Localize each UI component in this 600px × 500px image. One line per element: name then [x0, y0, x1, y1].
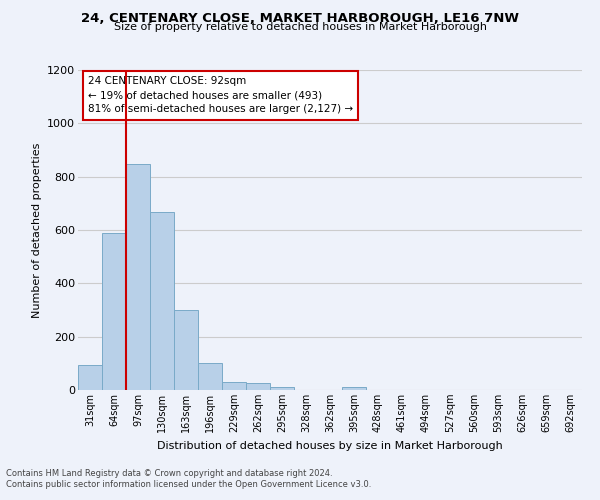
Text: Contains HM Land Registry data © Crown copyright and database right 2024.: Contains HM Land Registry data © Crown c… [6, 468, 332, 477]
Text: Contains public sector information licensed under the Open Government Licence v3: Contains public sector information licen… [6, 480, 371, 489]
Text: 24 CENTENARY CLOSE: 92sqm
← 19% of detached houses are smaller (493)
81% of semi: 24 CENTENARY CLOSE: 92sqm ← 19% of detac… [88, 76, 353, 114]
Text: Size of property relative to detached houses in Market Harborough: Size of property relative to detached ho… [113, 22, 487, 32]
Bar [126, 164, 150, 390]
Bar [150, 212, 174, 390]
Bar [198, 364, 222, 390]
Bar [174, 310, 198, 390]
Bar [78, 364, 102, 390]
X-axis label: Distribution of detached houses by size in Market Harborough: Distribution of detached houses by size … [157, 440, 503, 450]
Bar [102, 232, 126, 390]
Bar [342, 386, 366, 390]
Bar [246, 384, 270, 390]
Bar [270, 387, 294, 390]
Bar [222, 382, 246, 390]
Text: 24, CENTENARY CLOSE, MARKET HARBOROUGH, LE16 7NW: 24, CENTENARY CLOSE, MARKET HARBOROUGH, … [81, 12, 519, 26]
Y-axis label: Number of detached properties: Number of detached properties [32, 142, 41, 318]
